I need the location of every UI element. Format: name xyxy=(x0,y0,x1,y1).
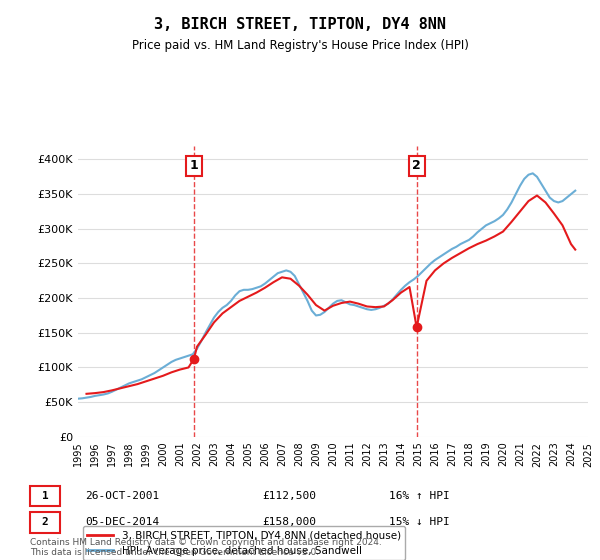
Text: 3, BIRCH STREET, TIPTON, DY4 8NN: 3, BIRCH STREET, TIPTON, DY4 8NN xyxy=(154,17,446,32)
Text: 05-DEC-2014: 05-DEC-2014 xyxy=(85,517,160,528)
FancyBboxPatch shape xyxy=(30,512,61,533)
Text: 1: 1 xyxy=(41,491,48,501)
Text: £158,000: £158,000 xyxy=(262,517,316,528)
Text: 2: 2 xyxy=(412,160,421,172)
Text: 2: 2 xyxy=(41,517,48,528)
Text: 16% ↑ HPI: 16% ↑ HPI xyxy=(389,491,449,501)
Text: 15% ↓ HPI: 15% ↓ HPI xyxy=(389,517,449,528)
Text: 1: 1 xyxy=(190,160,199,172)
Text: £112,500: £112,500 xyxy=(262,491,316,501)
Text: 26-OCT-2001: 26-OCT-2001 xyxy=(85,491,160,501)
FancyBboxPatch shape xyxy=(30,486,61,506)
Text: Contains HM Land Registry data © Crown copyright and database right 2024.
This d: Contains HM Land Registry data © Crown c… xyxy=(30,538,382,557)
Text: Price paid vs. HM Land Registry's House Price Index (HPI): Price paid vs. HM Land Registry's House … xyxy=(131,39,469,52)
Legend: 3, BIRCH STREET, TIPTON, DY4 8NN (detached house), HPI: Average price, detached : 3, BIRCH STREET, TIPTON, DY4 8NN (detach… xyxy=(83,526,405,559)
